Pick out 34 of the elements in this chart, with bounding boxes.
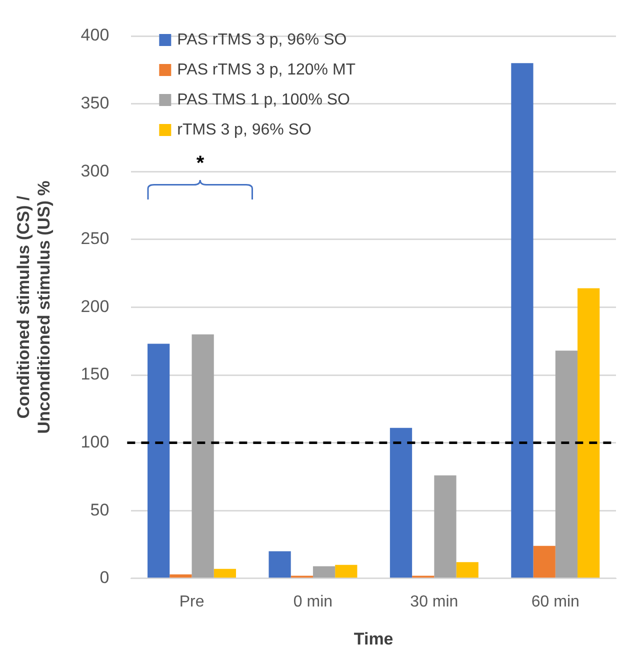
x-tick-label: Pre	[179, 593, 204, 610]
x-axis-title: Time	[354, 629, 394, 648]
bar	[312, 566, 336, 578]
legend-label: PAS TMS 1 p, 100% SO	[177, 91, 350, 108]
bar	[148, 344, 170, 578]
x-tick-label: 60 min	[531, 593, 580, 610]
y-axis-title: Conditioned stimulus (CS) / Unconditioned stimulus (US) %	[14, 180, 54, 434]
bar	[214, 568, 236, 578]
y-tick-label: 0	[100, 568, 110, 588]
bar	[511, 63, 534, 578]
y-tick-label: 250	[80, 229, 110, 248]
bar	[434, 475, 456, 578]
y-tick-label: 400	[80, 26, 110, 45]
bar	[533, 546, 556, 578]
x-tick-label: 30 min	[410, 593, 458, 610]
bar	[268, 551, 291, 578]
legend-label: PAS rTMS 3 p, 96% SO	[177, 31, 347, 48]
bar	[390, 428, 412, 578]
y-tick-label: 350	[80, 93, 110, 112]
y-tick-label: 150	[80, 364, 110, 384]
x-tick-label: 0 min	[293, 593, 333, 610]
annotation: *	[196, 152, 204, 175]
legend-label: PAS rTMS 3 p, 120% MT	[177, 61, 356, 78]
bar	[456, 562, 478, 578]
legend-label: rTMS 3 p, 96% SO	[177, 121, 312, 138]
bar	[170, 574, 192, 578]
y-tick-label: 50	[90, 500, 110, 520]
bar	[335, 564, 358, 578]
y-tick-label: 200	[80, 296, 110, 316]
bar	[192, 334, 214, 578]
bar	[555, 350, 578, 578]
y-tick-label: 300	[80, 161, 110, 180]
bar	[578, 288, 600, 578]
y-tick-label: 100	[80, 432, 110, 452]
